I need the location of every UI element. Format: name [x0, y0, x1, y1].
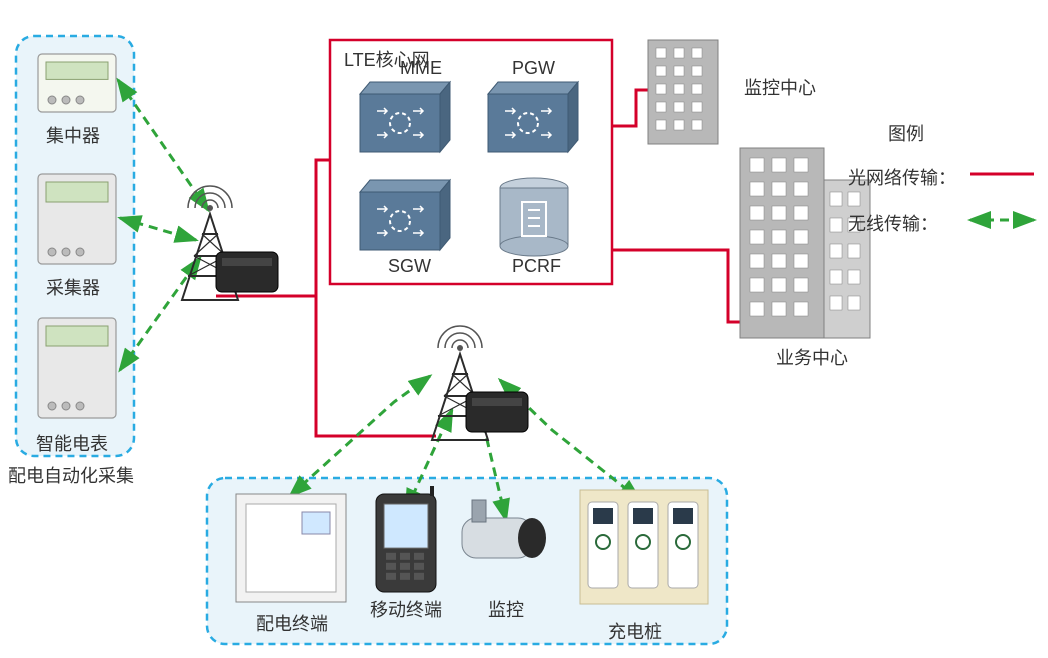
label-concentrator: 集中器 — [46, 122, 100, 148]
label-left-group-title: 配电自动化采集 — [8, 462, 134, 488]
charging-pile-icon — [580, 490, 708, 604]
sgw-switch-icon — [360, 180, 450, 250]
baseband-1-icon — [216, 252, 278, 292]
distribution-terminal-icon — [236, 494, 346, 602]
label-mme: MME — [400, 58, 442, 79]
label-bottom-4: 充电桩 — [608, 618, 662, 644]
label-sgw: SGW — [388, 256, 431, 277]
mobile-terminal-icon — [376, 486, 436, 592]
label-pcrf: PCRF — [512, 256, 561, 277]
pgw-switch-icon — [488, 82, 578, 152]
label-collector: 采集器 — [46, 274, 100, 300]
legend-title: 图例 — [888, 120, 924, 146]
optical-link-2 — [612, 250, 742, 322]
label-bottom-3: 监控 — [488, 596, 524, 622]
concentrator-device-icon — [38, 54, 116, 112]
monitor-center-building-icon — [648, 40, 718, 144]
label-pgw: PGW — [512, 58, 555, 79]
pcrf-cylinder-icon — [500, 178, 568, 256]
label-business-center: 业务中心 — [776, 344, 848, 370]
optical-link-1 — [612, 90, 648, 126]
smart-meter-device-icon — [38, 318, 116, 418]
label-bottom-1: 配电终端 — [256, 610, 328, 636]
collector-device-icon — [38, 174, 116, 264]
legend-wireless: 无线传输： — [848, 210, 938, 236]
label-monitor-center: 监控中心 — [744, 74, 816, 100]
label-smart-meter: 智能电表 — [36, 430, 108, 456]
optical-link-3 — [316, 296, 436, 436]
legend-optical: 光网络传输： — [848, 164, 956, 190]
label-bottom-2: 移动终端 — [370, 596, 442, 622]
mme-switch-icon — [360, 82, 450, 152]
baseband-2-icon — [466, 392, 528, 432]
diagram-canvas — [0, 0, 1048, 658]
